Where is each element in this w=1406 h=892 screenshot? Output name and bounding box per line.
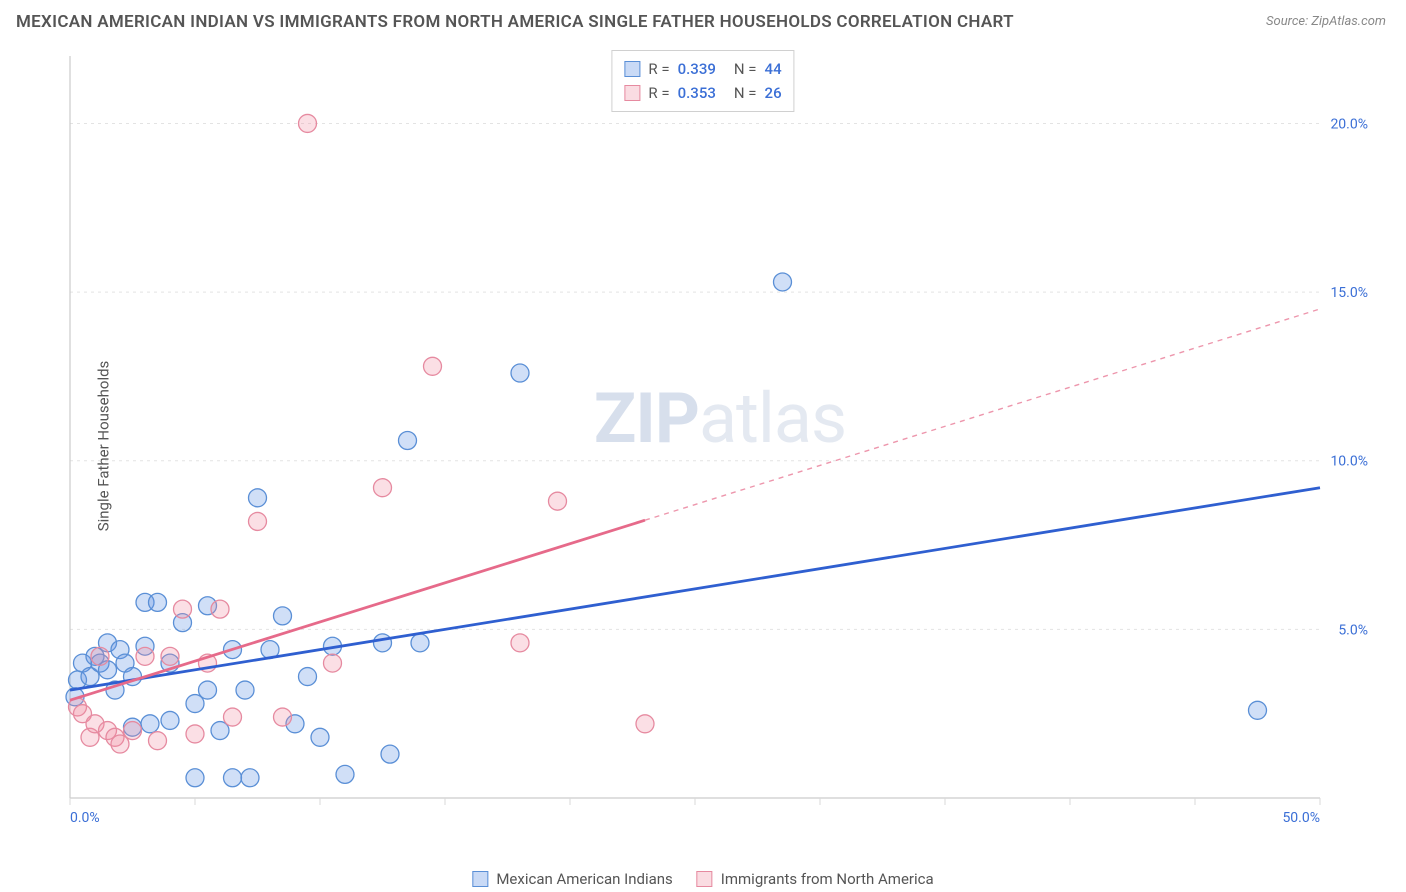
legend-series: Mexican American Indians Immigrants from… — [472, 870, 933, 888]
svg-text:15.0%: 15.0% — [1330, 285, 1368, 301]
swatch-pink — [697, 871, 713, 887]
legend-row-series-1: R = 0.353 N = 26 — [624, 81, 781, 105]
svg-text:20.0%: 20.0% — [1330, 116, 1368, 132]
chart-title: MEXICAN AMERICAN INDIAN VS IMMIGRANTS FR… — [16, 12, 1014, 32]
legend-item-0: Mexican American Indians — [472, 870, 672, 888]
swatch-blue — [472, 871, 488, 887]
legend-label: Immigrants from North America — [721, 870, 934, 888]
svg-text:10.0%: 10.0% — [1330, 454, 1368, 470]
legend-row-series-0: R = 0.339 N = 44 — [624, 57, 781, 81]
legend-label: Mexican American Indians — [496, 870, 672, 888]
swatch-pink — [624, 85, 640, 101]
swatch-blue — [624, 61, 640, 77]
svg-text:5.0%: 5.0% — [1338, 622, 1368, 638]
svg-text:50.0%: 50.0% — [1282, 810, 1320, 826]
scatter-plot: 0.0% 50.0% 5.0% 10.0% 15.0% 20.0% — [60, 48, 1380, 838]
legend-correlation: R = 0.339 N = 44 R = 0.353 N = 26 — [611, 50, 794, 112]
source-attribution: Source: ZipAtlas.com — [1266, 14, 1386, 29]
legend-item-1: Immigrants from North America — [697, 870, 934, 888]
chart-area: 0.0%50.0%5.0%10.0%15.0%20.0% ZIPatlas — [60, 48, 1380, 838]
svg-text:0.0%: 0.0% — [70, 810, 100, 826]
